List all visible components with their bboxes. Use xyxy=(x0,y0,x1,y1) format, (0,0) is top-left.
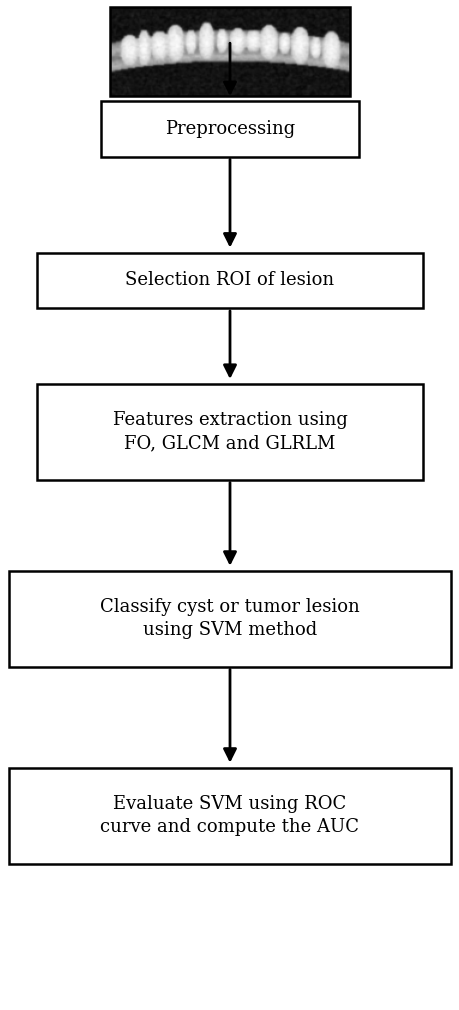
Bar xyxy=(9,571,450,667)
Text: Preprocessing: Preprocessing xyxy=(164,120,295,137)
Text: Evaluate SVM using ROC
curve and compute the AUC: Evaluate SVM using ROC curve and compute… xyxy=(100,795,359,836)
Text: Classify cyst or tumor lesion
using SVM method: Classify cyst or tumor lesion using SVM … xyxy=(100,598,359,639)
Text: Selection ROI of lesion: Selection ROI of lesion xyxy=(125,272,334,289)
Bar xyxy=(9,768,450,864)
Bar xyxy=(37,384,422,480)
Bar xyxy=(101,101,358,157)
Text: Features extraction using
FO, GLCM and GLRLM: Features extraction using FO, GLCM and G… xyxy=(112,411,347,452)
Bar xyxy=(110,7,349,96)
Bar xyxy=(37,252,422,308)
